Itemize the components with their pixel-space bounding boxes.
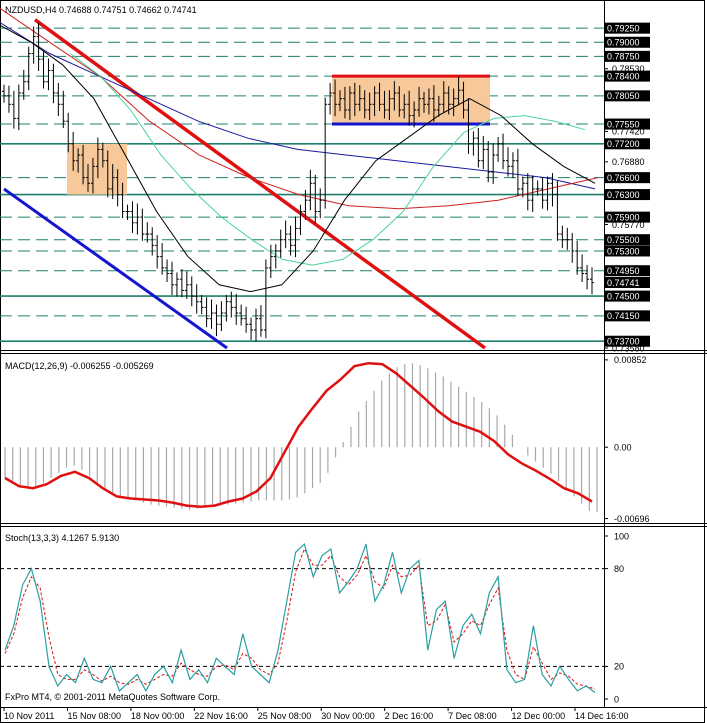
macd-panel: 0.00852 0.00 -0.00696 MACD(12,26,9) -0.006… (4, 355, 650, 524)
level-price-label: 0.75500 (607, 235, 640, 245)
level-price-label: 0.78050 (607, 91, 640, 101)
stoch-tick-label: 100 (614, 531, 629, 541)
time-tick-label: 2 Dec 16:00 (385, 711, 434, 721)
ma-green-line (69, 53, 586, 266)
macd-signal-path (4, 361, 593, 508)
price-tick-label: 0.75770 (612, 220, 645, 230)
level-price-box (605, 118, 650, 130)
level-price-label: 0.77550 (607, 119, 640, 129)
macd-tick-label: 0.00 (614, 443, 632, 453)
symbol-header: NZDUSD,H4 0.74688 0.74751 0.74662 0.7474… (5, 5, 197, 15)
copyright-watermark: FxPro MT4, © 2001-2011 MetaQuotes Softwa… (5, 692, 220, 702)
stoch-tick-label: 0 (614, 694, 619, 704)
price-tick-label: 0.76880 (612, 157, 645, 167)
stoch-tick-label: 80 (614, 564, 624, 574)
level-price-box (605, 172, 650, 184)
macd-tick-label: 0.00852 (614, 355, 647, 365)
level-price-label: 0.73700 (607, 337, 640, 347)
stoch-tick-label: 20 (614, 662, 624, 672)
level-price-box (605, 138, 650, 150)
price-tick-label: 0.78530 (612, 64, 645, 74)
moving-averages (0, 7, 599, 293)
consolidation-box-left (67, 143, 127, 195)
level-price-box (605, 335, 650, 347)
level-price-label: 0.79250 (607, 23, 640, 33)
level-price-label: 0.75300 (607, 246, 640, 256)
stoch-signal-line (4, 547, 596, 690)
time-tick-label: 7 Dec 08:00 (448, 711, 497, 721)
time-tick-label: 30 Nov 00:00 (321, 711, 375, 721)
channel-lines (3, 18, 487, 350)
stochastic-axis: 100 80 20 0 (604, 531, 629, 704)
level-price-box (605, 189, 650, 201)
level-price-label: 0.78400 (607, 71, 640, 81)
level-price-box (605, 36, 650, 48)
macd-signal-line (4, 361, 593, 508)
level-price-label: 0.74150 (607, 311, 640, 321)
current-price-label: 0.74741 (607, 278, 640, 288)
level-price-box (605, 22, 650, 34)
level-price-box (605, 310, 650, 322)
stoch-main-line (4, 542, 596, 693)
price-axis: 0.79250 0.79000 0.78750 0.78400 0.78050 0.775… (604, 22, 650, 353)
level-price-box (605, 50, 650, 62)
blue-channel-line (3, 187, 228, 350)
red-channel-line (33, 18, 487, 350)
time-tick-label: 25 Nov 08:00 (258, 711, 312, 721)
macd-header: MACD(12,26,9) -0.006255 -0.005269 (5, 361, 154, 371)
macd-tick-label: -0.00696 (614, 514, 650, 524)
level-price-label: 0.75900 (607, 212, 640, 222)
stochastic-panel: 100 80 20 0 Stoch(13,3,3) 4.1267 5.9130 FxP… (0, 531, 629, 704)
level-price-label: 0.76300 (607, 190, 640, 200)
macd-histogram (4, 363, 598, 512)
time-tick-label: 15 Nov 08:00 (67, 711, 121, 721)
time-tick-label: 18 Nov 00:00 (131, 711, 185, 721)
level-price-box (605, 211, 650, 223)
level-price-box (605, 70, 650, 82)
time-tick-label: 12 Dec 00:00 (512, 711, 566, 721)
level-price-label: 0.77200 (607, 139, 640, 149)
macd-axis: 0.00852 0.00 -0.00696 (604, 355, 650, 524)
level-price-label: 0.78750 (607, 52, 640, 62)
price-tick-label: 0.73580 (612, 343, 645, 353)
level-price-box (605, 234, 650, 246)
level-price-label: 0.76600 (607, 173, 640, 183)
level-price-box (605, 265, 650, 277)
ma-black-line (0, 24, 596, 293)
time-axis: 10 Nov 2011 15 Nov 08:00 18 Nov 00:00 22 No… (3, 707, 629, 721)
level-price-box (605, 245, 650, 257)
stochastic-header: Stoch(13,3,3) 4.1267 5.9130 (5, 533, 119, 543)
level-price-label: 0.79000 (607, 38, 640, 48)
price-tick-label: 0.77420 (612, 127, 645, 137)
time-tick-label: 10 Nov 2011 (4, 711, 54, 721)
time-tick-label: 22 Nov 16:00 (194, 711, 248, 721)
stochastic-levels (0, 568, 604, 667)
price-bars (2, 23, 594, 342)
level-price-label: 0.74500 (607, 291, 640, 301)
stochastic-lines (4, 542, 596, 693)
price-panel: 0.79250 0.79000 0.78750 0.78400 0.78050 0.775… (0, 5, 650, 353)
current-price-box (605, 277, 650, 289)
time-tick-label: 14 Dec 16:00 (575, 711, 629, 721)
level-price-box (605, 290, 650, 302)
level-price-label: 0.74950 (607, 266, 640, 276)
level-price-box (605, 90, 650, 102)
